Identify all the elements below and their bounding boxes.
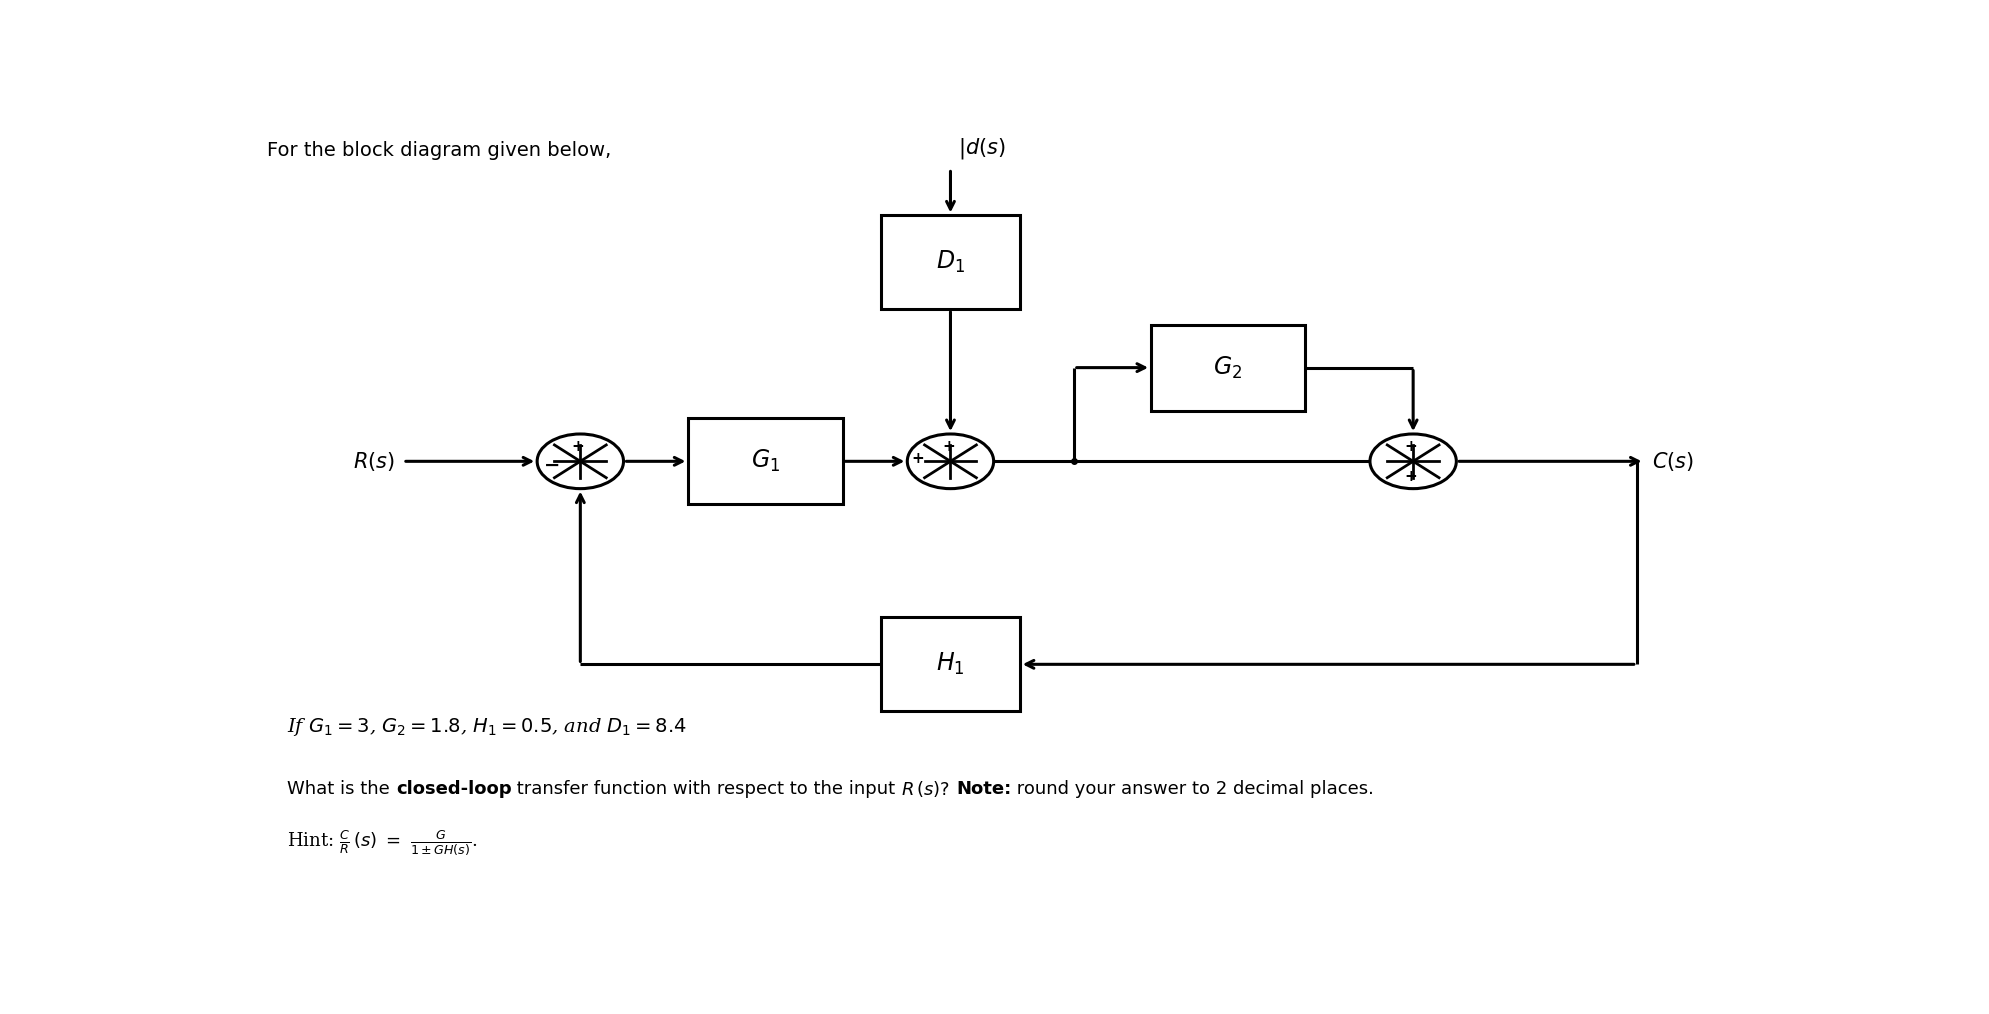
Text: +: + — [941, 439, 955, 454]
Text: Note:: Note: — [955, 780, 1010, 798]
Bar — [881, 618, 1018, 711]
Bar — [1150, 324, 1305, 411]
Ellipse shape — [1368, 434, 1456, 489]
Text: $H_1$: $H_1$ — [935, 651, 965, 677]
Bar — [688, 419, 841, 504]
Text: $R(s)$: $R(s)$ — [354, 450, 396, 473]
Text: $D_1$: $D_1$ — [935, 249, 965, 276]
Text: +: + — [1404, 439, 1416, 454]
Text: $R\,(s)$?: $R\,(s)$? — [901, 779, 951, 799]
Text: +: + — [1404, 468, 1416, 484]
Text: For the block diagram given below,: For the block diagram given below, — [267, 141, 611, 160]
Ellipse shape — [537, 434, 623, 489]
Text: +: + — [571, 439, 585, 454]
Text: $|d(s)$: $|d(s)$ — [959, 136, 1004, 160]
Text: +: + — [911, 451, 925, 466]
Text: −: − — [543, 456, 561, 475]
Text: $G_1$: $G_1$ — [750, 448, 780, 475]
Text: If $G_1 = 3$, $G_2 = 1.8$, $H_1 = 0.5$, and $D_1 = 8.4$: If $G_1 = 3$, $G_2 = 1.8$, $H_1 = 0.5$, … — [286, 716, 686, 738]
Text: $C(s)$: $C(s)$ — [1651, 450, 1693, 473]
Bar — [881, 215, 1018, 309]
Text: closed-loop: closed-loop — [396, 780, 511, 798]
Text: What is the: What is the — [286, 780, 396, 798]
Ellipse shape — [907, 434, 993, 489]
Text: Hint: $\frac{C}{R}\,(s)\ =\ \frac{G}{1\pm GH(s)}$.: Hint: $\frac{C}{R}\,(s)\ =\ \frac{G}{1\p… — [286, 829, 477, 859]
Text: round your answer to 2 decimal places.: round your answer to 2 decimal places. — [1010, 780, 1374, 798]
Text: $G_2$: $G_2$ — [1213, 355, 1241, 380]
Text: transfer function with respect to the input: transfer function with respect to the in… — [511, 780, 901, 798]
